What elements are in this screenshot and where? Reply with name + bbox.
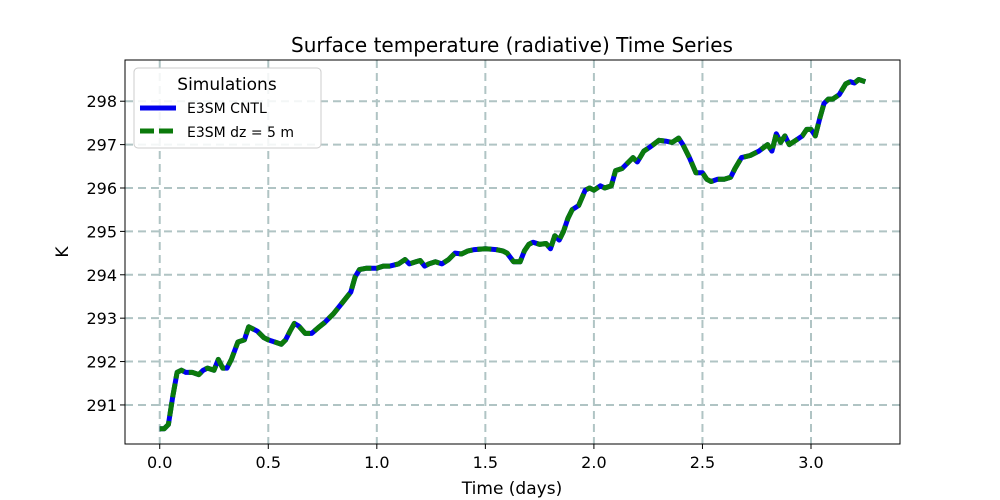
x-tick-label: 0.5: [256, 453, 281, 472]
plot-area-frame: [124, 59, 901, 445]
y-axis-label: K: [53, 246, 73, 258]
y-tick-label: 298: [86, 92, 117, 111]
legend-label-e3sm-dz-5m: E3SM dz = 5 m: [187, 125, 294, 141]
x-tick-label: 1.5: [473, 453, 498, 472]
y-tick-label: 295: [86, 222, 117, 241]
legend-title: Simulations: [177, 75, 277, 95]
series-lines: [159, 77, 867, 432]
grid-lines: [125, 60, 900, 444]
x-axis-label: Time (days): [461, 479, 562, 499]
x-tick-label: 2.0: [581, 453, 606, 472]
chart-title: Surface temperature (radiative) Time Ser…: [291, 33, 733, 57]
y-tick-label: 292: [86, 353, 117, 372]
axis-ticks: 0.0 0.5 1.0 1.5 2.0 2.5 3.0 291 292 293 294 295 296 2…: [86, 92, 823, 472]
x-tick-label: 2.5: [690, 453, 715, 472]
y-tick-label: 291: [86, 396, 117, 415]
x-tick-label: 3.0: [798, 453, 823, 472]
legend-label-e3sm-cntl: E3SM CNTL: [187, 101, 267, 117]
y-tick-label: 293: [86, 309, 117, 328]
series-line-e3sm-dz-5m: [159, 77, 867, 432]
legend-box: [133, 67, 322, 149]
y-tick-label: 296: [86, 179, 117, 198]
x-tick-label: 0.0: [147, 453, 172, 472]
legend: Simulations E3SM CNTL E3SM dz = 5 m: [133, 67, 322, 149]
y-tick-label: 294: [86, 266, 117, 285]
y-tick-label: 297: [86, 136, 117, 155]
x-tick-label: 1.0: [364, 453, 389, 472]
